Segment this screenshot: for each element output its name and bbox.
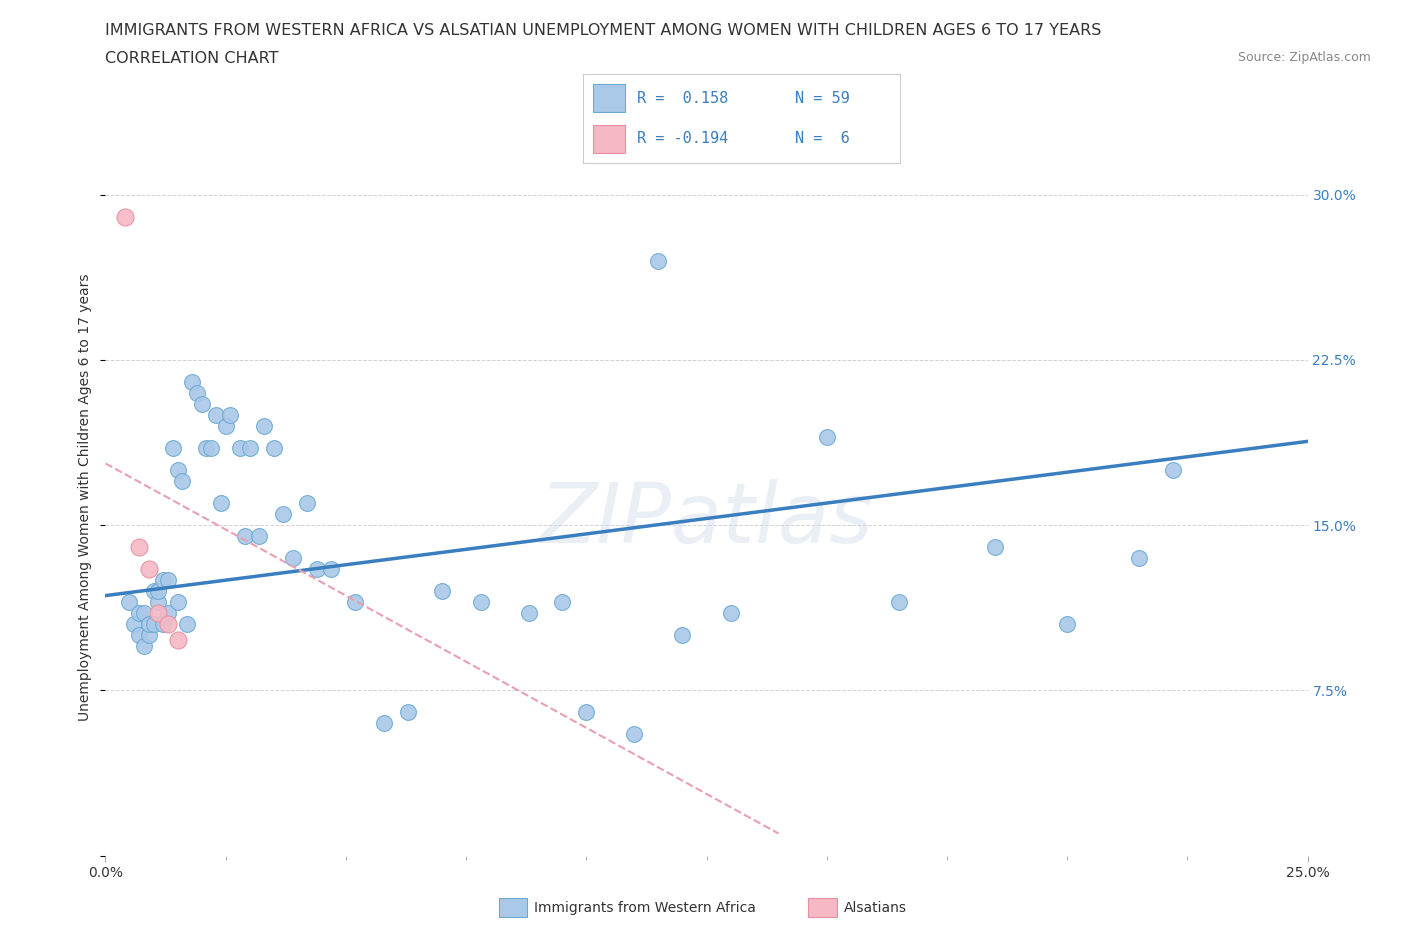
Point — [219, 407, 242, 422]
Point — [623, 727, 645, 742]
Point — [470, 595, 492, 610]
Point — [1056, 617, 1078, 631]
Point — [1161, 462, 1184, 477]
Point — [195, 441, 218, 456]
Point — [984, 539, 1007, 554]
Text: N = 59: N = 59 — [796, 91, 851, 106]
Point — [229, 441, 252, 456]
Point — [118, 595, 141, 610]
Point — [671, 628, 693, 643]
Point — [138, 617, 160, 631]
Point — [214, 418, 236, 433]
Point — [142, 584, 165, 599]
Point — [148, 595, 170, 610]
Point — [148, 605, 170, 620]
Text: R =  0.158: R = 0.158 — [637, 91, 728, 106]
Text: Alsatians: Alsatians — [844, 900, 907, 915]
Point — [209, 496, 232, 511]
Text: N =  6: N = 6 — [796, 131, 851, 146]
Point — [233, 528, 256, 543]
Point — [114, 209, 136, 224]
Point — [887, 595, 910, 610]
Point — [128, 605, 150, 620]
Point — [263, 441, 285, 456]
Point — [128, 539, 150, 554]
Point — [1128, 551, 1150, 565]
Point — [124, 617, 146, 631]
Point — [132, 639, 155, 654]
Point — [190, 396, 212, 411]
Text: R = -0.194: R = -0.194 — [637, 131, 728, 146]
Point — [297, 496, 319, 511]
Point — [344, 595, 367, 610]
Point — [132, 605, 155, 620]
Point — [247, 528, 270, 543]
Point — [373, 716, 395, 731]
Point — [138, 628, 160, 643]
Point — [176, 617, 198, 631]
Point — [152, 573, 174, 588]
Point — [156, 605, 179, 620]
Point — [305, 562, 328, 577]
Point — [166, 632, 188, 647]
Point — [156, 617, 179, 631]
Point — [186, 385, 208, 400]
Point — [239, 441, 262, 456]
Point — [517, 605, 540, 620]
Bar — [593, 125, 624, 153]
Text: CORRELATION CHART: CORRELATION CHART — [105, 51, 278, 66]
Point — [162, 441, 184, 456]
Point — [281, 551, 304, 565]
Point — [253, 418, 276, 433]
Point — [205, 407, 228, 422]
Point — [152, 617, 174, 631]
Text: Source: ZipAtlas.com: Source: ZipAtlas.com — [1237, 51, 1371, 64]
Point — [720, 605, 742, 620]
Point — [321, 562, 343, 577]
Point — [148, 584, 170, 599]
Point — [181, 375, 204, 390]
Y-axis label: Unemployment Among Women with Children Ages 6 to 17 years: Unemployment Among Women with Children A… — [79, 273, 93, 722]
Point — [166, 595, 188, 610]
Text: IMMIGRANTS FROM WESTERN AFRICA VS ALSATIAN UNEMPLOYMENT AMONG WOMEN WITH CHILDRE: IMMIGRANTS FROM WESTERN AFRICA VS ALSATI… — [105, 23, 1102, 38]
Point — [142, 617, 165, 631]
Point — [551, 595, 574, 610]
Bar — [593, 84, 624, 113]
Point — [575, 705, 598, 720]
Point — [138, 562, 160, 577]
Point — [430, 584, 453, 599]
Point — [200, 441, 222, 456]
Text: ZIPatlas: ZIPatlas — [540, 479, 873, 560]
Point — [128, 628, 150, 643]
Point — [166, 462, 188, 477]
Point — [172, 473, 194, 488]
Point — [396, 705, 419, 720]
Text: Immigrants from Western Africa: Immigrants from Western Africa — [534, 900, 756, 915]
Point — [156, 573, 179, 588]
Point — [273, 507, 295, 522]
Point — [647, 253, 669, 268]
Point — [815, 430, 838, 445]
